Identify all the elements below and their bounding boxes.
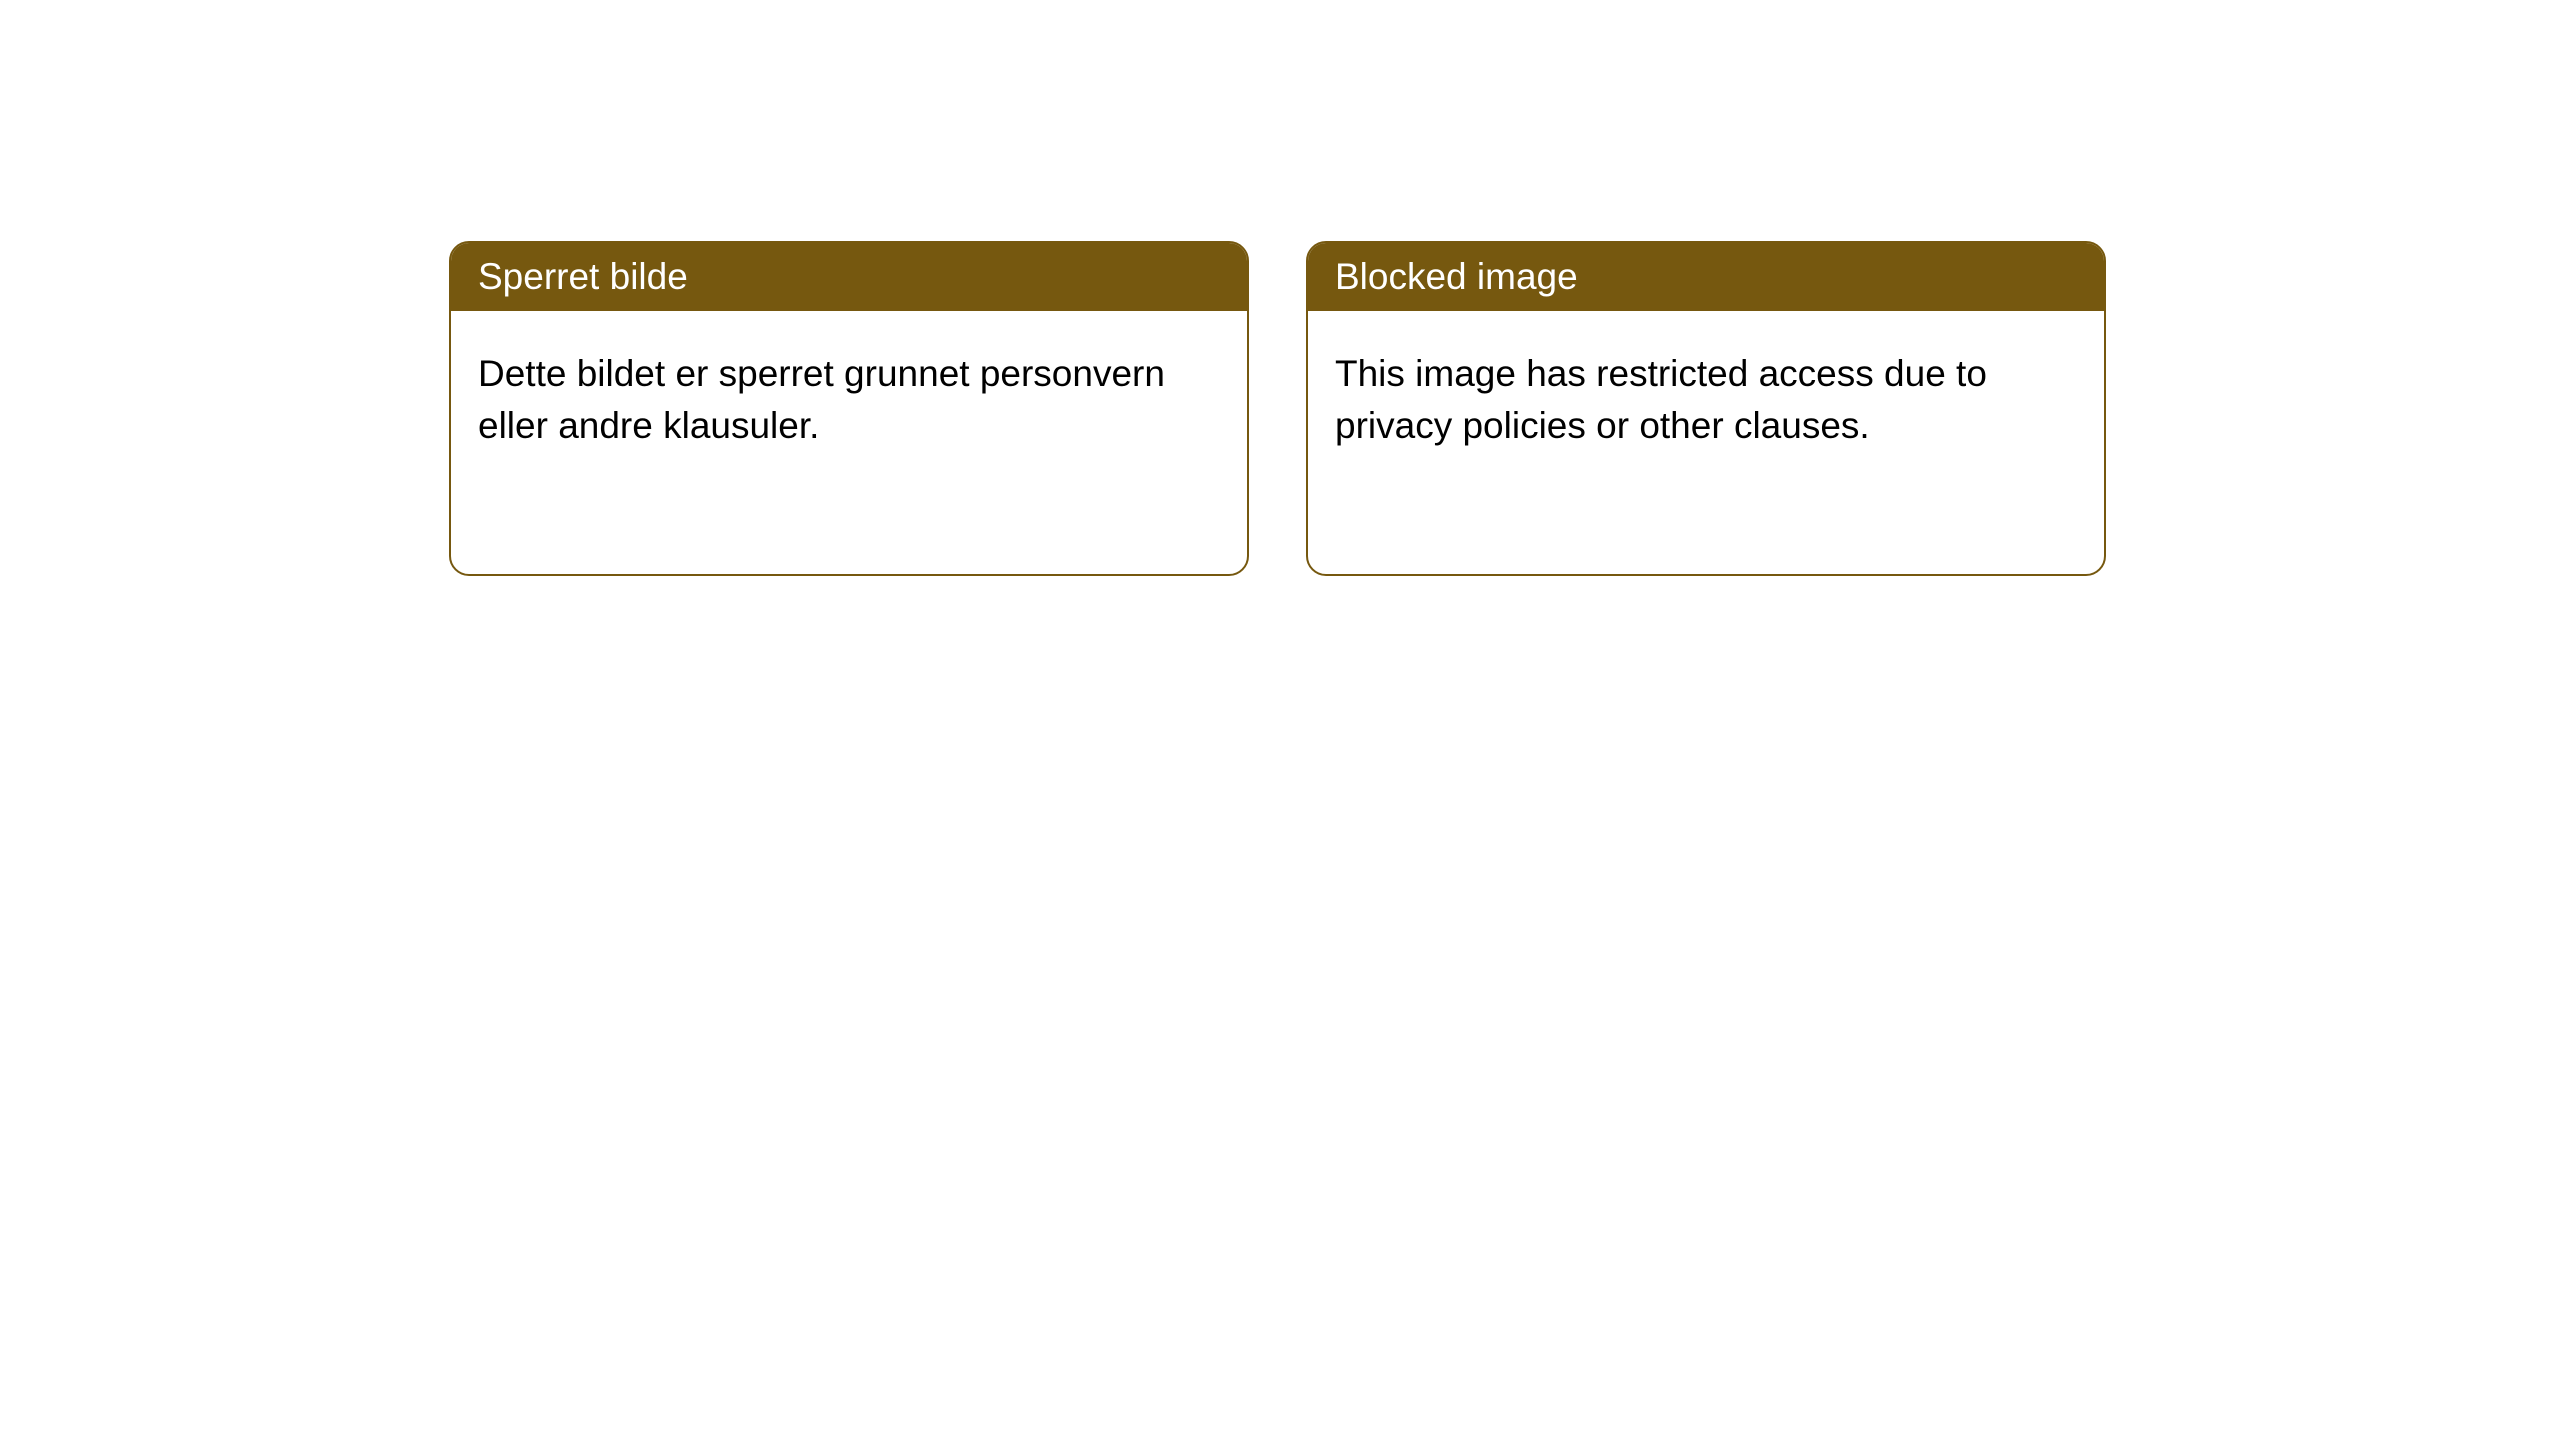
card-body: Dette bildet er sperret grunnet personve… xyxy=(451,311,1247,489)
card-header: Blocked image xyxy=(1308,243,2104,311)
card-title: Sperret bilde xyxy=(478,256,688,297)
notice-card-english: Blocked image This image has restricted … xyxy=(1306,241,2106,576)
card-title: Blocked image xyxy=(1335,256,1578,297)
card-header: Sperret bilde xyxy=(451,243,1247,311)
card-body-text: Dette bildet er sperret grunnet personve… xyxy=(478,353,1165,446)
notice-card-norwegian: Sperret bilde Dette bildet er sperret gr… xyxy=(449,241,1249,576)
notice-container: Sperret bilde Dette bildet er sperret gr… xyxy=(449,241,2106,576)
card-body: This image has restricted access due to … xyxy=(1308,311,2104,489)
card-body-text: This image has restricted access due to … xyxy=(1335,353,1987,446)
